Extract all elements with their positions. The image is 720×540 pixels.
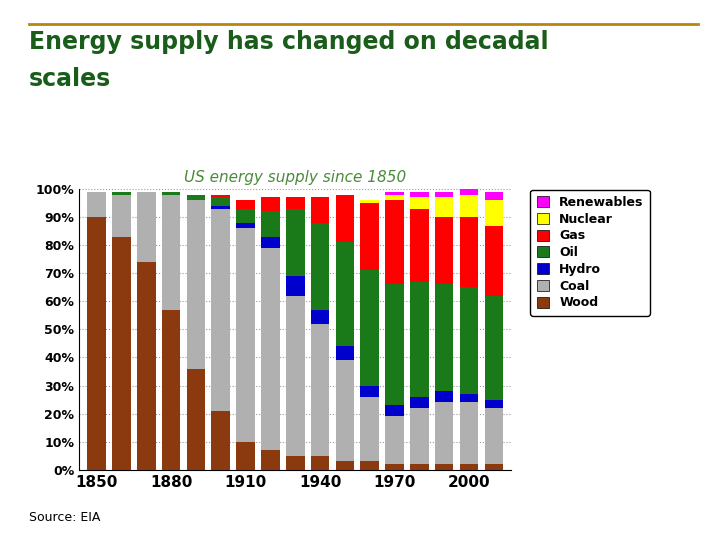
- Bar: [361, 203, 379, 271]
- Bar: [410, 397, 428, 408]
- Bar: [410, 198, 428, 208]
- Bar: [212, 198, 230, 206]
- Bar: [336, 194, 354, 242]
- Bar: [137, 192, 156, 262]
- Bar: [435, 285, 454, 391]
- Bar: [459, 464, 478, 470]
- Bar: [336, 360, 354, 461]
- Bar: [385, 192, 404, 194]
- Bar: [361, 461, 379, 470]
- Bar: [385, 285, 404, 405]
- Bar: [485, 226, 503, 296]
- Bar: [112, 237, 131, 470]
- Bar: [435, 464, 454, 470]
- Bar: [137, 262, 156, 470]
- Bar: [435, 217, 454, 285]
- Bar: [336, 346, 354, 360]
- Bar: [459, 217, 478, 287]
- Bar: [485, 296, 503, 400]
- Bar: [311, 198, 329, 222]
- Bar: [361, 271, 379, 386]
- Bar: [385, 200, 404, 285]
- Bar: [261, 450, 279, 470]
- Bar: [361, 386, 379, 397]
- Bar: [410, 282, 428, 397]
- Bar: [186, 200, 205, 369]
- Bar: [311, 310, 329, 324]
- Bar: [385, 194, 404, 200]
- Bar: [87, 192, 106, 217]
- Bar: [336, 242, 354, 346]
- Legend: Renewables, Nuclear, Gas, Oil, Hydro, Coal, Wood: Renewables, Nuclear, Gas, Oil, Hydro, Co…: [531, 190, 649, 316]
- Bar: [261, 237, 279, 248]
- Bar: [385, 416, 404, 464]
- Text: scales: scales: [29, 68, 111, 91]
- Bar: [186, 194, 205, 200]
- Bar: [435, 402, 454, 464]
- Bar: [336, 461, 354, 470]
- Bar: [162, 192, 181, 194]
- Bar: [435, 391, 454, 402]
- Bar: [410, 408, 428, 464]
- Bar: [236, 200, 255, 208]
- Bar: [459, 194, 478, 217]
- Bar: [485, 400, 503, 408]
- Bar: [162, 310, 181, 470]
- Bar: [435, 198, 454, 217]
- Bar: [311, 456, 329, 470]
- Bar: [459, 189, 478, 194]
- Bar: [361, 200, 379, 203]
- Bar: [485, 192, 503, 200]
- Bar: [261, 198, 279, 212]
- Bar: [459, 394, 478, 402]
- Bar: [485, 200, 503, 226]
- Text: Source: EIA: Source: EIA: [29, 511, 100, 524]
- Bar: [212, 194, 230, 198]
- Bar: [459, 402, 478, 464]
- Bar: [385, 464, 404, 470]
- Bar: [385, 405, 404, 416]
- Bar: [236, 208, 255, 222]
- Bar: [286, 456, 305, 470]
- Bar: [162, 194, 181, 310]
- Bar: [286, 276, 305, 296]
- Bar: [112, 192, 131, 194]
- Bar: [87, 217, 106, 470]
- Bar: [212, 206, 230, 208]
- Bar: [286, 296, 305, 456]
- Bar: [261, 248, 279, 450]
- Bar: [286, 198, 305, 208]
- Bar: [286, 208, 305, 276]
- Bar: [311, 222, 329, 310]
- Bar: [361, 397, 379, 461]
- Bar: [485, 464, 503, 470]
- Bar: [212, 208, 230, 411]
- Bar: [485, 408, 503, 464]
- Text: Energy supply has changed on decadal: Energy supply has changed on decadal: [29, 30, 549, 53]
- Bar: [261, 212, 279, 237]
- Bar: [410, 192, 428, 198]
- Bar: [410, 208, 428, 282]
- Bar: [236, 228, 255, 442]
- Bar: [435, 192, 454, 198]
- Bar: [112, 194, 131, 237]
- Bar: [311, 324, 329, 456]
- Bar: [410, 464, 428, 470]
- Bar: [186, 369, 205, 470]
- Bar: [236, 442, 255, 470]
- Bar: [459, 287, 478, 394]
- Bar: [212, 411, 230, 470]
- Bar: [236, 222, 255, 228]
- Title: US energy supply since 1850: US energy supply since 1850: [184, 170, 406, 185]
